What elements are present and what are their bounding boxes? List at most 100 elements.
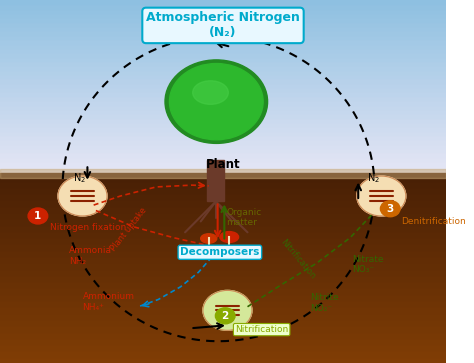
- Bar: [0, 160, 446, 166]
- Bar: [0, 293, 446, 300]
- Bar: [0, 29, 446, 35]
- Bar: [0, 242, 446, 250]
- Bar: [0, 164, 446, 170]
- Bar: [0, 112, 446, 118]
- Ellipse shape: [220, 232, 238, 242]
- Bar: [0, 192, 446, 199]
- Bar: [0, 8, 446, 13]
- Text: Nitrification: Nitrification: [279, 238, 317, 281]
- Ellipse shape: [170, 64, 263, 140]
- Ellipse shape: [165, 60, 268, 143]
- Text: Nitrate
NO₃⁻: Nitrate NO₃⁻: [352, 254, 384, 274]
- Text: Nitrite
NO₂⁻: Nitrite NO₂⁻: [310, 293, 338, 313]
- Bar: [0, 179, 446, 187]
- Bar: [0, 299, 446, 306]
- Bar: [0, 286, 446, 294]
- Bar: [0, 261, 446, 269]
- Bar: [0, 337, 446, 344]
- Bar: [0, 211, 446, 218]
- Bar: [0, 21, 446, 26]
- Text: Ammonium
NH₄⁺: Ammonium NH₄⁺: [82, 292, 135, 312]
- Bar: [0, 268, 446, 275]
- Text: 1: 1: [34, 211, 42, 221]
- Bar: [0, 125, 446, 131]
- Text: Decomposers: Decomposers: [180, 247, 260, 257]
- Bar: [0, 169, 446, 178]
- Text: Nitrification: Nitrification: [235, 325, 288, 334]
- Bar: [0, 95, 446, 100]
- Bar: [0, 280, 446, 287]
- Text: 2: 2: [222, 311, 229, 321]
- Bar: [0, 3, 446, 9]
- Circle shape: [28, 208, 48, 224]
- Text: Atmospheric Nitrogen
(N₂): Atmospheric Nitrogen (N₂): [146, 11, 300, 40]
- Bar: [0, 205, 446, 212]
- Bar: [0, 34, 446, 39]
- Bar: [0, 42, 446, 48]
- Bar: [0, 130, 446, 135]
- Bar: [0, 217, 446, 225]
- Bar: [0, 51, 446, 57]
- Ellipse shape: [201, 234, 217, 243]
- Bar: [0, 82, 446, 87]
- Bar: [0, 173, 446, 180]
- Text: Plant: Plant: [206, 158, 240, 171]
- Bar: [0, 143, 446, 148]
- Bar: [0, 274, 446, 281]
- Circle shape: [215, 308, 235, 324]
- Text: Denitrification: Denitrification: [401, 217, 466, 226]
- Circle shape: [203, 290, 252, 330]
- Bar: [0, 311, 446, 319]
- Text: 3: 3: [387, 204, 394, 214]
- Bar: [0, 0, 446, 4]
- Bar: [0, 349, 446, 357]
- Text: Nitrogen fixation: Nitrogen fixation: [50, 224, 126, 232]
- Circle shape: [357, 176, 406, 216]
- Bar: [0, 25, 446, 30]
- Circle shape: [58, 176, 107, 216]
- Circle shape: [381, 201, 400, 217]
- Bar: [0, 249, 446, 256]
- Bar: [0, 60, 446, 65]
- Bar: [0, 90, 446, 96]
- Bar: [0, 305, 446, 313]
- Bar: [0, 330, 446, 338]
- Bar: [0, 12, 446, 17]
- Bar: [0, 186, 446, 193]
- Bar: [0, 73, 446, 78]
- Text: N$_2$: N$_2$: [367, 172, 380, 185]
- Bar: [0, 56, 446, 61]
- Text: Ammonia
NH₂: Ammonia NH₂: [69, 246, 112, 266]
- Bar: [0, 343, 446, 350]
- Bar: [0, 86, 446, 91]
- Bar: [0, 255, 446, 262]
- Text: Plant uptake: Plant uptake: [109, 206, 148, 253]
- Bar: [0, 99, 446, 105]
- Bar: [0, 156, 446, 161]
- Bar: [0, 151, 446, 157]
- Bar: [0, 77, 446, 83]
- Bar: [0, 64, 446, 70]
- Bar: [0, 117, 446, 122]
- Bar: [0, 236, 446, 244]
- Bar: [0, 16, 446, 22]
- Bar: [0, 108, 446, 113]
- Bar: [0, 147, 446, 152]
- Bar: [0, 138, 446, 144]
- Bar: [0, 69, 446, 74]
- Bar: [0, 198, 446, 206]
- Bar: [0, 38, 446, 44]
- Bar: [208, 160, 224, 201]
- Bar: [0, 356, 446, 363]
- Text: N$_2$: N$_2$: [73, 172, 86, 185]
- Text: Organic
matter: Organic matter: [227, 208, 262, 228]
- Bar: [0, 224, 446, 231]
- Bar: [0, 103, 446, 109]
- Bar: [0, 169, 446, 174]
- Bar: [0, 47, 446, 52]
- Bar: [0, 230, 446, 237]
- Bar: [0, 324, 446, 331]
- Bar: [0, 318, 446, 325]
- Bar: [0, 121, 446, 126]
- Bar: [0, 134, 446, 139]
